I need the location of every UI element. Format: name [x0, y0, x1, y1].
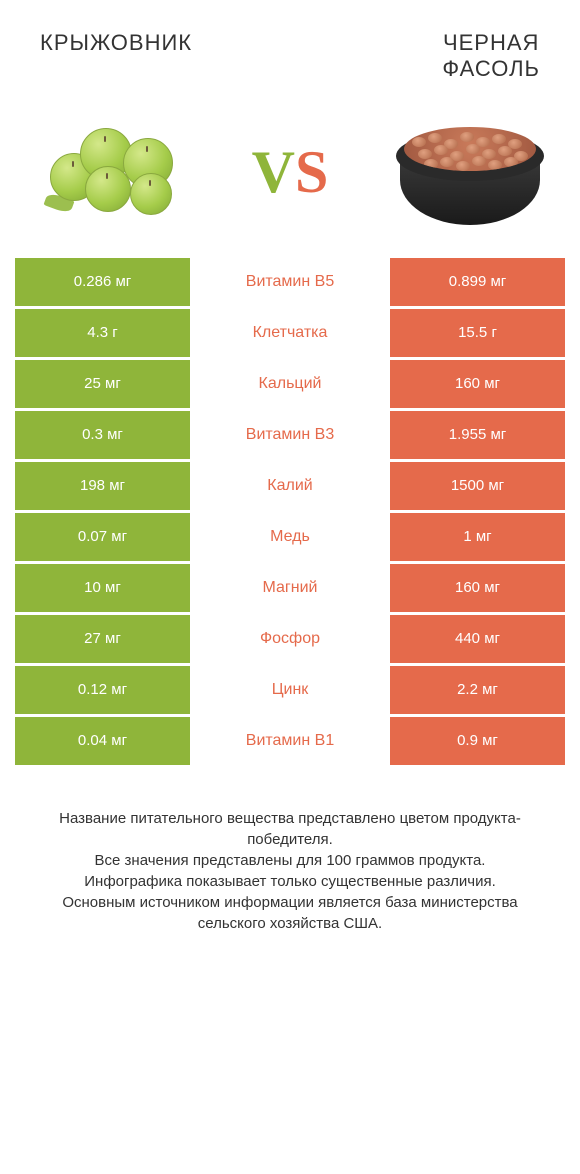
footer-line: Основным источником информации является …: [30, 892, 550, 934]
comparison-table: 0.286 мгВитамин B50.899 мг4.3 гКлетчатка…: [0, 258, 580, 765]
nutrient-label: Витамин B3: [190, 411, 390, 459]
right-value: 1500 мг: [390, 462, 565, 510]
footer-line: Инфографика показывает только существенн…: [30, 871, 550, 892]
left-value: 0.07 мг: [15, 513, 190, 561]
gooseberry-icon: [40, 113, 190, 233]
nutrient-label: Клетчатка: [190, 309, 390, 357]
left-value: 198 мг: [15, 462, 190, 510]
right-value: 1.955 мг: [390, 411, 565, 459]
footer-line: Название питательного вещества представл…: [30, 808, 550, 850]
left-value: 10 мг: [15, 564, 190, 612]
left-value: 27 мг: [15, 615, 190, 663]
table-row: 0.07 мгМедь1 мг: [15, 513, 565, 561]
table-row: 0.12 мгЦинк2.2 мг: [15, 666, 565, 714]
right-value: 160 мг: [390, 564, 565, 612]
nutrient-label: Магний: [190, 564, 390, 612]
footer-line: Все значения представлены для 100 граммо…: [30, 850, 550, 871]
nutrient-label: Витамин B1: [190, 717, 390, 765]
nutrient-label: Кальций: [190, 360, 390, 408]
right-value: 1 мг: [390, 513, 565, 561]
nutrient-label: Калий: [190, 462, 390, 510]
footer: Название питательного вещества представл…: [0, 768, 580, 934]
nutrient-label: Цинк: [190, 666, 390, 714]
table-row: 0.286 мгВитамин B50.899 мг: [15, 258, 565, 306]
vs-v: V: [252, 139, 295, 205]
header: КРЫЖОВНИК ЧЕРНАЯ ФАСОЛЬ: [0, 0, 580, 93]
title-right: ЧЕРНАЯ ФАСОЛЬ: [442, 30, 540, 83]
vs-s: S: [295, 139, 328, 205]
left-value: 0.3 мг: [15, 411, 190, 459]
table-row: 0.3 мгВитамин B31.955 мг: [15, 411, 565, 459]
images-row: VS: [0, 93, 580, 258]
left-value: 0.04 мг: [15, 717, 190, 765]
left-value: 0.286 мг: [15, 258, 190, 306]
nutrient-label: Медь: [190, 513, 390, 561]
vs-label: VS: [252, 138, 329, 207]
title-left: КРЫЖОВНИК: [40, 30, 192, 56]
left-value: 4.3 г: [15, 309, 190, 357]
left-value: 25 мг: [15, 360, 190, 408]
right-value: 0.899 мг: [390, 258, 565, 306]
nutrient-label: Фосфор: [190, 615, 390, 663]
right-value: 2.2 мг: [390, 666, 565, 714]
beans-bowl-icon: [390, 113, 540, 233]
table-row: 27 мгФосфор440 мг: [15, 615, 565, 663]
nutrient-label: Витамин B5: [190, 258, 390, 306]
left-value: 0.12 мг: [15, 666, 190, 714]
table-row: 198 мгКалий1500 мг: [15, 462, 565, 510]
right-value: 0.9 мг: [390, 717, 565, 765]
table-row: 4.3 гКлетчатка15.5 г: [15, 309, 565, 357]
right-value: 15.5 г: [390, 309, 565, 357]
table-row: 0.04 мгВитамин B10.9 мг: [15, 717, 565, 765]
table-row: 25 мгКальций160 мг: [15, 360, 565, 408]
right-value: 440 мг: [390, 615, 565, 663]
table-row: 10 мгМагний160 мг: [15, 564, 565, 612]
right-value: 160 мг: [390, 360, 565, 408]
